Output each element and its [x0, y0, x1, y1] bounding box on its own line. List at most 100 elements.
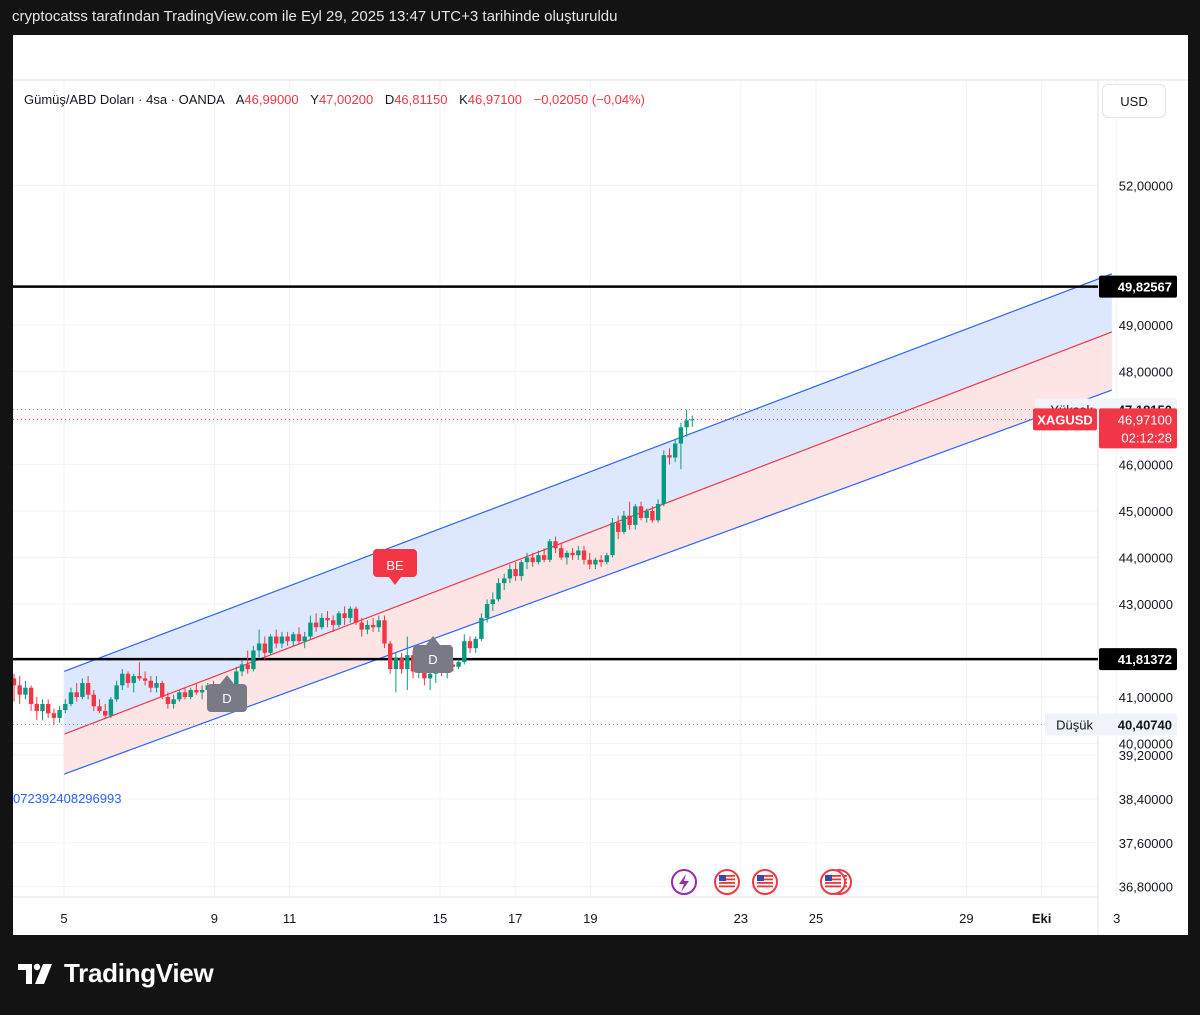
candle-body: [587, 559, 592, 565]
candle-body: [296, 634, 302, 642]
candle-body: [17, 685, 22, 695]
candle-body: [319, 617, 324, 628]
candle-body: [285, 636, 290, 642]
candle-body: [370, 624, 376, 628]
candle-body: [405, 655, 410, 670]
low-caption-bg: [1045, 713, 1099, 736]
candle-body: [46, 703, 51, 714]
candle-body: [28, 687, 34, 704]
price-tick-label: 45,00000: [1119, 504, 1173, 519]
candle-body: [91, 694, 96, 707]
candle-body: [382, 620, 387, 644]
low-value-label-bg: [1099, 713, 1177, 736]
time-tick-label: 23: [734, 911, 748, 926]
candle-body: [120, 673, 125, 686]
candle-body: [262, 643, 267, 653]
last-price-label: 46,97100: [1118, 412, 1172, 427]
low-prefix: D: [384, 92, 395, 107]
candle-body: [194, 690, 199, 693]
candle-body: [490, 599, 495, 604]
candle-body: [462, 641, 467, 663]
candle-body: [524, 557, 530, 563]
candle-body: [336, 613, 342, 625]
ticker-badge: XAGUSD: [1037, 412, 1093, 427]
candle-body: [199, 690, 205, 693]
price-tick-label: 40,00000: [1119, 737, 1173, 752]
candle-body: [80, 683, 85, 697]
us-event-flag-icon-4-stripe: [825, 885, 841, 888]
price-tick-label: 41,00000: [1119, 690, 1173, 705]
price-tick-label: 36,80000: [1119, 880, 1173, 895]
us-event-flag-icon-1-stripe: [719, 875, 735, 877]
candle-body: [650, 511, 655, 521]
us-event-flag-icon-1-stripe: [719, 882, 735, 884]
candle-body: [125, 673, 131, 684]
time-tick-label: 5: [60, 911, 67, 926]
candle-body: [97, 706, 102, 711]
candle-body: [74, 692, 79, 697]
candle-body: [365, 624, 370, 630]
candle-body: [576, 550, 581, 556]
candle-body: [148, 680, 153, 688]
time-tick-label: 25: [809, 911, 823, 926]
candle-body: [627, 515, 632, 525]
candle-body: [302, 636, 307, 642]
open-prefix: A: [235, 92, 245, 107]
high-prefix: Y: [310, 92, 319, 107]
us-event-flag-icon-2-stripe: [757, 875, 773, 877]
us-event-flag-icon-1[interactable]: [714, 869, 740, 895]
symbol-name[interactable]: Gümüş/ABD Doları · 4sa · OANDA: [24, 92, 225, 107]
candle-body: [279, 636, 285, 644]
channel-lower-fill: [64, 331, 1112, 775]
candle-body: [553, 541, 558, 549]
resistance-label-bg: [1099, 275, 1177, 298]
us-event-flag-icon-2-stripe: [757, 878, 773, 881]
candle-body: [655, 504, 661, 521]
candle-body: [570, 552, 575, 556]
price-tick-label: 48,00000: [1119, 365, 1173, 380]
time-tick-label: 11: [283, 911, 297, 926]
candle-body: [530, 557, 535, 563]
close-prefix: K: [459, 92, 468, 107]
candle-body: [564, 552, 570, 558]
candle-body: [399, 657, 404, 670]
channel-upper-fill: [64, 273, 1112, 735]
candle-body: [103, 710, 108, 716]
candle-body: [473, 638, 478, 649]
time-tick-label: Eki: [1032, 911, 1052, 926]
candle-body: [85, 683, 91, 695]
candle-body: [678, 427, 684, 444]
candle-body: [234, 671, 239, 688]
d-marker-1: D: [222, 691, 231, 706]
price-tick-label: 46,00000: [1119, 458, 1173, 473]
price-tick-label: 39,20000: [1119, 748, 1173, 763]
price-tick-label: 49,00000: [1119, 318, 1173, 333]
time-tick-label: 9: [211, 911, 218, 926]
candle-body: [114, 685, 119, 700]
candle-body: [536, 555, 541, 563]
currency-button[interactable]: USD: [1102, 84, 1166, 118]
candle-body: [57, 710, 62, 718]
countdown-label: 02:12:28: [1121, 430, 1172, 445]
us-event-flag-icon-4[interactable]: [820, 869, 846, 895]
candle-body: [40, 703, 45, 711]
candle-body: [484, 604, 490, 618]
candle-body: [559, 548, 564, 558]
candle-body: [673, 443, 678, 458]
candle-body: [604, 555, 609, 563]
be-marker-label: BE: [386, 558, 404, 573]
candle-body: [325, 617, 330, 621]
candle-body: [108, 699, 114, 716]
us-event-flag-icon-1-stripe: [719, 878, 735, 881]
us-event-flag-icon-2[interactable]: [752, 869, 778, 895]
price-chart[interactable]: 072392408296993 BE D D 52,00000 49,00000 48,…: [13, 35, 1188, 935]
channel-value-label: 072392408296993: [13, 791, 121, 806]
candle-body: [661, 455, 666, 505]
candle-body: [239, 664, 245, 672]
candle-body: [342, 613, 347, 618]
candle-body: [137, 676, 142, 679]
us-event-flag-icon-2-stripe: [757, 885, 773, 888]
candle-body: [13, 678, 17, 686]
candle-body: [496, 583, 501, 600]
candle-body: [160, 683, 165, 697]
